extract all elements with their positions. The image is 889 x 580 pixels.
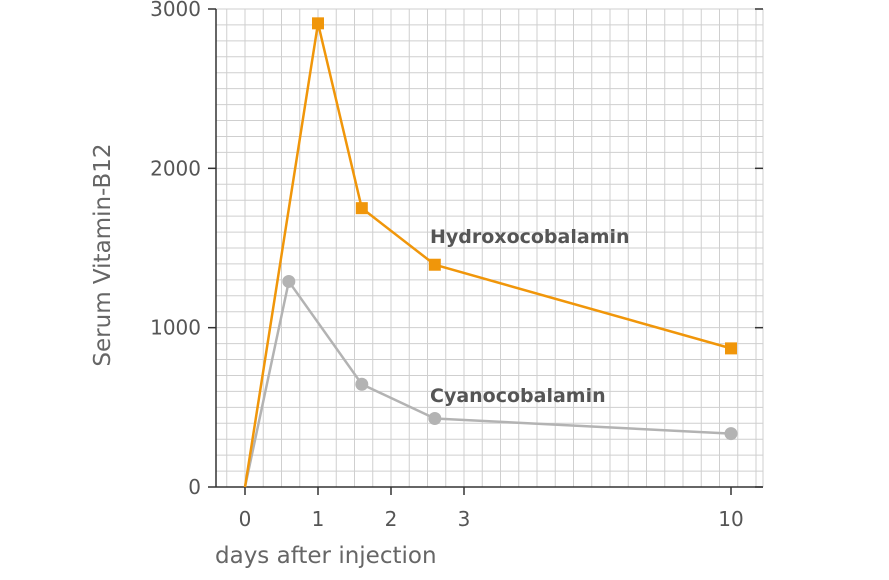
- y-tick-label: 1000: [150, 316, 201, 340]
- y-axis-ticks: 0 1000 2000 3000: [150, 0, 763, 499]
- y-tick-label: 2000: [150, 156, 201, 180]
- y-tick-label: 0: [188, 475, 201, 499]
- x-axis-title: days after injection: [215, 543, 437, 569]
- series-label-hydroxocobalamin: Hydroxocobalamin: [430, 226, 630, 248]
- x-tick-label: 2: [385, 507, 398, 531]
- data-point-hydroxocobalamin: [428, 258, 441, 271]
- axes: [215, 9, 764, 488]
- x-tick-label: 10: [718, 507, 743, 531]
- x-tick-label: 3: [458, 507, 471, 531]
- x-tick-label: 0: [239, 507, 252, 531]
- x-axis-ticks: 0 1 2 3 10: [239, 487, 744, 531]
- y-axis-title: Serum Vitamin-B12: [90, 143, 116, 366]
- data-point-hydroxocobalamin: [312, 17, 324, 30]
- data-point-cyanocobalamin: [724, 427, 738, 441]
- y-tick-label: 3000: [150, 0, 201, 21]
- data-point-cyanocobalamin: [282, 274, 296, 288]
- grid: [216, 8, 763, 488]
- data-point-cyanocobalamin: [428, 411, 442, 425]
- x-tick-label: 1: [312, 507, 325, 531]
- data-point-cyanocobalamin: [355, 377, 369, 391]
- series-layer: [243, 17, 738, 488]
- data-point-hydroxocobalamin: [725, 342, 737, 355]
- data-point-hydroxocobalamin: [355, 202, 368, 215]
- series-label-cyanocobalamin: Cyanocobalamin: [430, 385, 606, 407]
